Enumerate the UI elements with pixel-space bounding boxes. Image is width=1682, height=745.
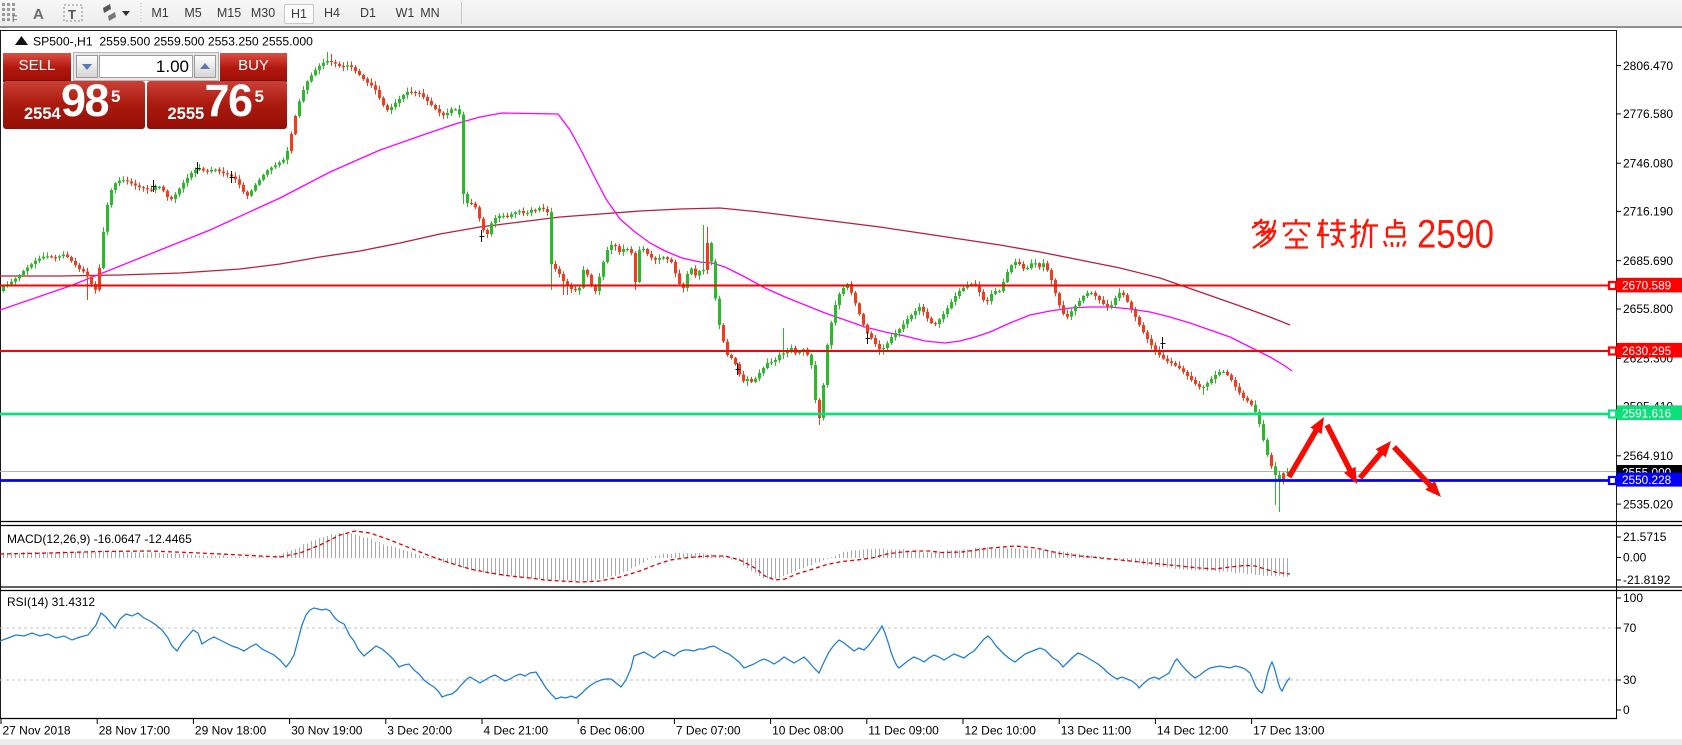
svg-text:2630.295: 2630.295 xyxy=(1622,344,1672,358)
svg-text:21.5715: 21.5715 xyxy=(1623,530,1667,544)
svg-text:17 Dec 13:00: 17 Dec 13:00 xyxy=(1253,724,1325,738)
svg-text:13 Dec 11:00: 13 Dec 11:00 xyxy=(1061,724,1132,738)
svg-text:2591.616: 2591.616 xyxy=(1622,406,1672,420)
svg-text:2590: 2590 xyxy=(1417,213,1494,257)
svg-text:4 Dec 21:00: 4 Dec 21:00 xyxy=(484,724,549,738)
svg-text:7 Dec 07:00: 7 Dec 07:00 xyxy=(676,724,741,738)
svg-text:-21.8192: -21.8192 xyxy=(1623,573,1671,587)
svg-text:14 Dec 12:00: 14 Dec 12:00 xyxy=(1157,724,1229,738)
svg-text:2550.228: 2550.228 xyxy=(1622,473,1672,487)
svg-text:RSI(14) 31.4312: RSI(14) 31.4312 xyxy=(7,595,95,609)
svg-text:SP500-,H1 2559.500 2559.500 2: SP500-,H1 2559.500 2559.500 2553.250 255… xyxy=(33,35,313,49)
svg-text:0: 0 xyxy=(1623,703,1630,717)
svg-text:12 Dec 10:00: 12 Dec 10:00 xyxy=(965,724,1037,738)
svg-text:MACD(12,26,9) -16.0647 -12.446: MACD(12,26,9) -16.0647 -12.4465 xyxy=(7,532,192,546)
svg-text:A: A xyxy=(33,6,44,23)
svg-text:29 Nov 18:00: 29 Nov 18:00 xyxy=(195,724,267,738)
svg-text:2685.690: 2685.690 xyxy=(1623,254,1673,268)
svg-text:70: 70 xyxy=(1623,621,1637,635)
svg-text:10 Dec 08:00: 10 Dec 08:00 xyxy=(772,724,844,738)
svg-text:11 Dec 09:00: 11 Dec 09:00 xyxy=(868,724,939,738)
svg-text:30: 30 xyxy=(1623,673,1637,687)
svg-text:F: F xyxy=(12,14,18,24)
svg-text:100: 100 xyxy=(1623,591,1643,605)
svg-text:2806.470: 2806.470 xyxy=(1623,59,1673,73)
svg-text:2535.020: 2535.020 xyxy=(1623,497,1673,511)
svg-text:2670.589: 2670.589 xyxy=(1622,279,1671,293)
svg-text:2746.080: 2746.080 xyxy=(1623,156,1673,170)
svg-text:3 Dec 20:00: 3 Dec 20:00 xyxy=(387,724,452,738)
svg-text:2776.580: 2776.580 xyxy=(1623,107,1673,121)
svg-text:T: T xyxy=(68,7,76,22)
svg-text:2564.910: 2564.910 xyxy=(1623,449,1673,463)
svg-text:30 Nov 19:00: 30 Nov 19:00 xyxy=(291,724,363,738)
svg-text:28 Nov 17:00: 28 Nov 17:00 xyxy=(99,724,171,738)
svg-text:0.00: 0.00 xyxy=(1623,551,1647,565)
svg-text:2716.190: 2716.190 xyxy=(1623,205,1673,219)
svg-text:27 Nov 2018: 27 Nov 2018 xyxy=(3,724,71,738)
svg-text:6 Dec 06:00: 6 Dec 06:00 xyxy=(580,724,645,738)
svg-text:2655.800: 2655.800 xyxy=(1623,302,1673,316)
